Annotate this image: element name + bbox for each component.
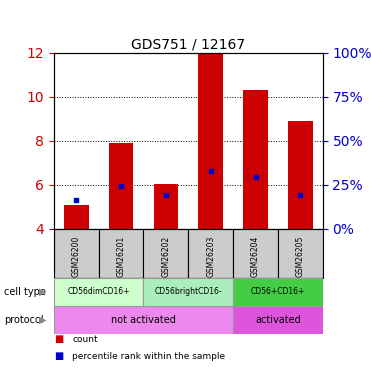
Bar [198,53,223,229]
Text: ▶: ▶ [39,315,46,325]
Text: ■: ■ [54,334,63,344]
Bar [288,121,313,229]
Text: GSM26204: GSM26204 [251,236,260,278]
Text: not activated: not activated [111,315,176,325]
Bar [99,229,144,278]
Bar [188,229,233,278]
Text: count: count [72,335,98,344]
Bar [109,143,133,229]
Bar [54,229,99,278]
Bar [233,229,278,278]
Text: GSM26200: GSM26200 [72,236,81,278]
Text: ■: ■ [54,351,63,361]
Text: ▶: ▶ [39,286,46,297]
Bar [54,306,233,334]
Bar [278,229,323,278]
Text: CD56dimCD16+: CD56dimCD16+ [68,287,130,296]
Bar [243,90,268,229]
Text: GSM26202: GSM26202 [161,236,170,278]
Bar [154,184,178,229]
Text: protocol: protocol [4,315,43,325]
Text: percentile rank within the sample: percentile rank within the sample [72,352,226,361]
Text: cell type: cell type [4,286,46,297]
Bar [144,278,233,306]
Text: GSM26205: GSM26205 [296,236,305,278]
Title: GDS751 / 12167: GDS751 / 12167 [131,38,245,51]
Bar [233,306,323,334]
Text: CD56+CD16+: CD56+CD16+ [251,287,305,296]
Bar [64,204,89,229]
Text: CD56brightCD16-: CD56brightCD16- [154,287,222,296]
Text: activated: activated [255,315,301,325]
Text: GSM26201: GSM26201 [116,236,125,278]
Bar [233,278,323,306]
Text: GSM26203: GSM26203 [206,236,215,278]
Bar [54,278,144,306]
Bar [144,229,188,278]
